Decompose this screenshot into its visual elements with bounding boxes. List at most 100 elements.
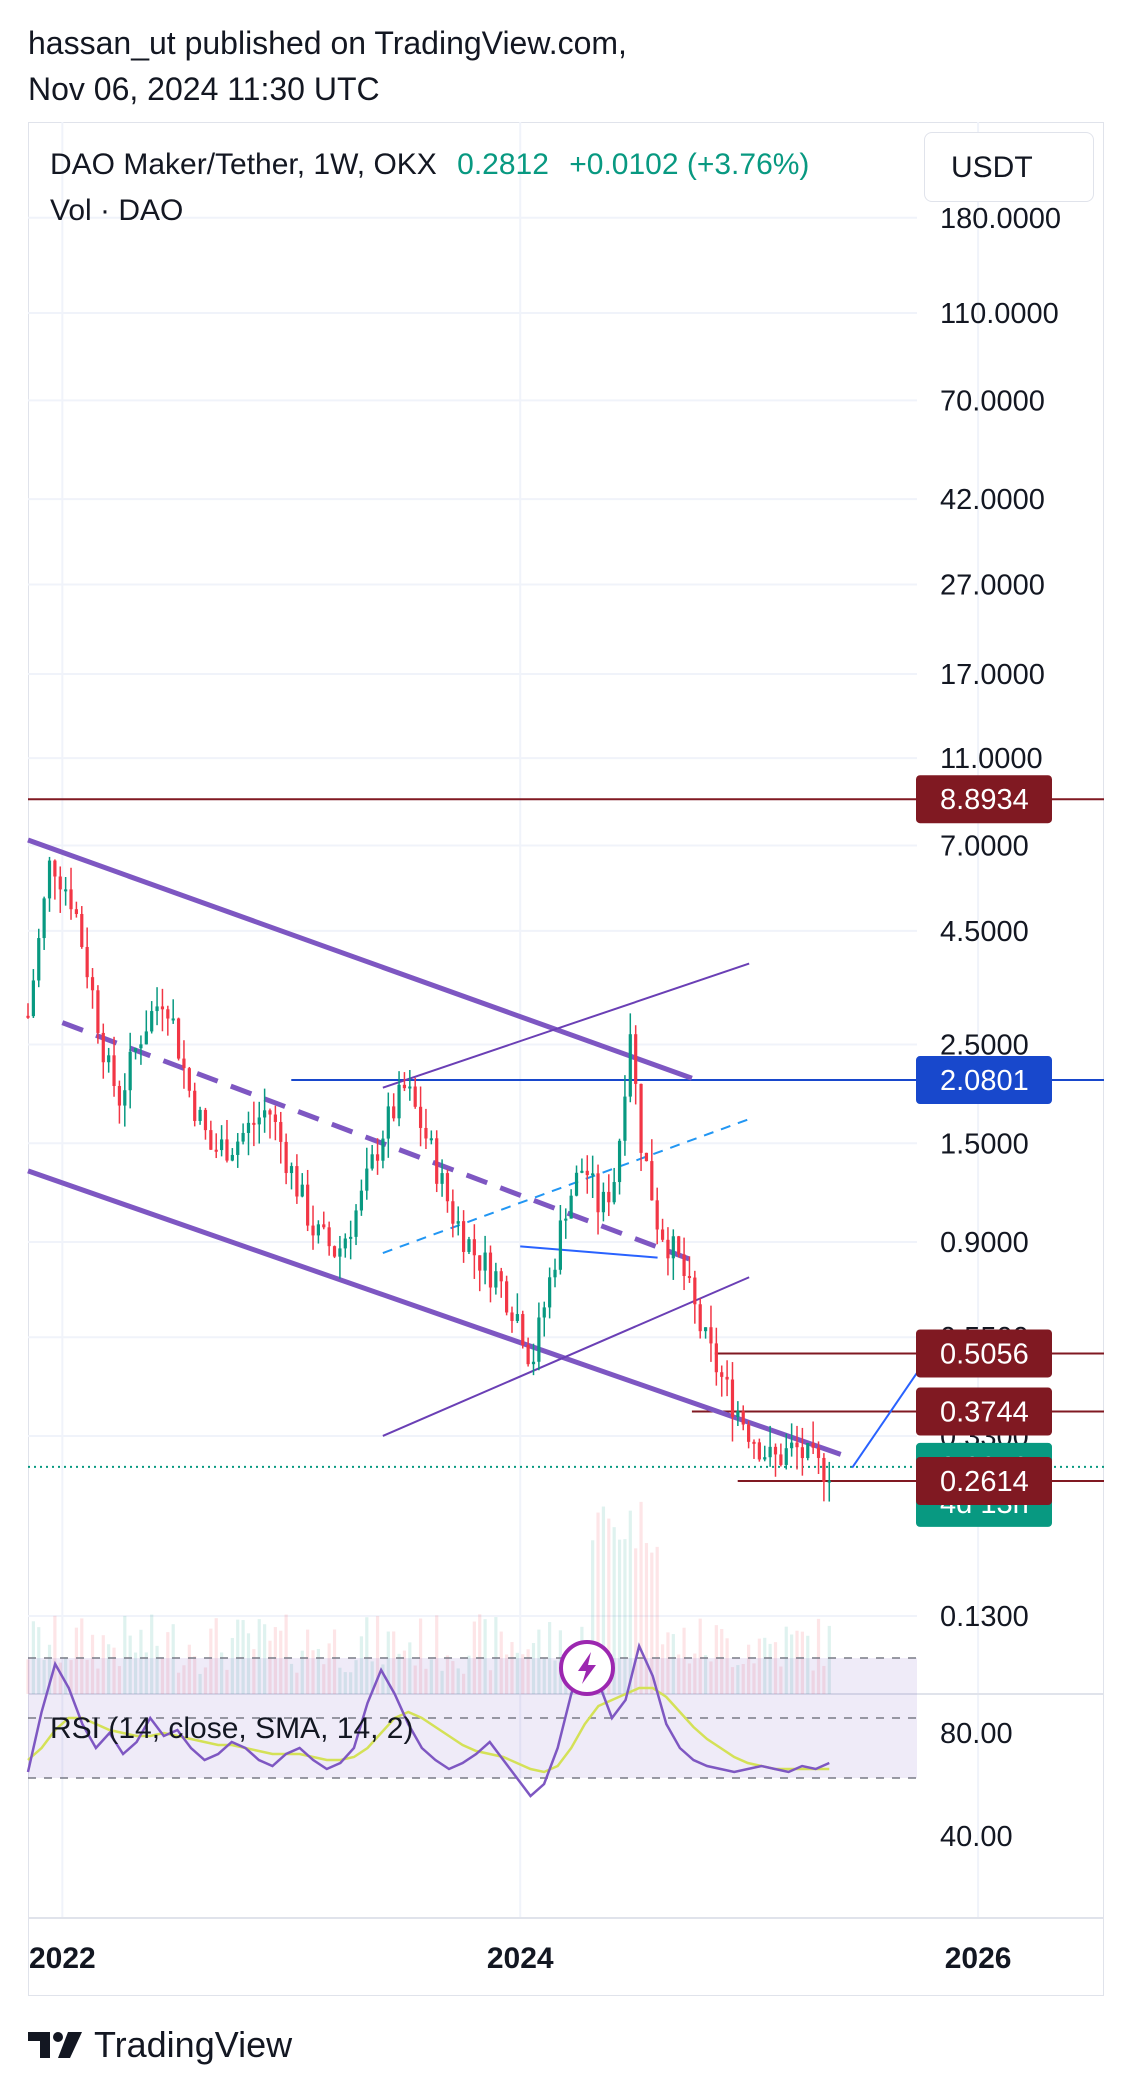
volume-bar <box>671 1634 675 1694</box>
candle-body <box>408 1086 412 1089</box>
candle-body <box>445 1173 450 1202</box>
volume-bar <box>499 1631 503 1694</box>
volume-bar <box>112 1647 116 1694</box>
volume-bar <box>150 1614 154 1694</box>
rising-channel-mid <box>382 1118 750 1254</box>
candle-body <box>128 1051 132 1091</box>
currency-button[interactable]: USDT <box>924 132 1094 202</box>
volume-bar <box>306 1629 310 1694</box>
volume-bar <box>252 1649 256 1694</box>
candle-body <box>779 1454 783 1465</box>
volume-bar <box>187 1644 191 1694</box>
volume-bar <box>69 1660 73 1694</box>
volume-bar <box>144 1652 148 1694</box>
chart-legend: DAO Maker/Tether, 1W, OKX 0.2812 +0.0102… <box>50 142 809 234</box>
candle-body <box>123 1090 127 1106</box>
publisher-line: hassan_ut published on TradingView.com, <box>28 25 627 61</box>
volume-bar <box>381 1664 385 1694</box>
volume-bar <box>139 1629 143 1694</box>
candle-body <box>655 1200 659 1230</box>
candle-body <box>338 1248 342 1257</box>
candle-body <box>483 1252 487 1271</box>
volume-bar <box>725 1638 729 1694</box>
candle-body <box>397 1084 401 1119</box>
volume-bar <box>284 1614 288 1694</box>
candle-body <box>284 1141 288 1174</box>
candle-body <box>601 1191 606 1213</box>
lightning-icon[interactable] <box>559 1640 615 1696</box>
candle-body <box>736 1411 740 1418</box>
volume-bar <box>64 1657 68 1694</box>
candle-body <box>101 1032 105 1063</box>
price-tick-label: 4.5000 <box>940 916 1029 948</box>
volume-legend[interactable]: Vol · DAO <box>50 194 184 227</box>
candle-body <box>698 1304 702 1332</box>
candle-body <box>505 1281 509 1313</box>
candle-body <box>273 1114 277 1122</box>
tradingview-logo[interactable]: TradingView <box>28 2024 292 2066</box>
candle-body <box>263 1110 267 1118</box>
volume-bar <box>709 1661 713 1694</box>
volume-bar <box>677 1654 681 1694</box>
candle-body <box>644 1152 649 1162</box>
candle-body <box>440 1173 444 1184</box>
candle-body <box>107 1055 111 1063</box>
volume-bar <box>133 1652 138 1694</box>
candle-body <box>203 1109 208 1131</box>
volume-bar <box>295 1672 299 1694</box>
candle-body <box>225 1139 229 1161</box>
symbol-name[interactable]: DAO Maker/Tether, 1W, OKX <box>50 148 437 181</box>
volume-bar <box>58 1662 62 1694</box>
candle-body <box>639 1083 643 1153</box>
candle-body <box>510 1312 514 1321</box>
candle-body <box>375 1154 380 1161</box>
volume-bar <box>763 1637 767 1694</box>
volume-bar <box>236 1619 240 1694</box>
volume-bar <box>806 1635 810 1694</box>
volume-bar <box>548 1622 552 1694</box>
volume-bar <box>246 1633 251 1694</box>
candle-body <box>553 1269 557 1278</box>
candle-body <box>64 889 68 892</box>
volume-bar <box>736 1665 740 1694</box>
volume-bar <box>553 1660 557 1694</box>
rsi-tick-label: 80.00 <box>940 1718 1013 1750</box>
price-tick-label: 70.0000 <box>940 385 1045 417</box>
volume-bar <box>472 1621 476 1694</box>
volume-bar <box>617 1539 622 1694</box>
volume-bar <box>596 1512 600 1694</box>
volume-bar <box>488 1670 493 1694</box>
volume-bar <box>790 1634 794 1694</box>
volume-bar <box>418 1618 423 1694</box>
candle-body <box>693 1277 697 1305</box>
candle-body <box>74 909 78 914</box>
volume-bar <box>74 1627 78 1694</box>
candle-body <box>80 913 84 947</box>
price-tick-label: 180.0000 <box>940 203 1061 235</box>
candle-body <box>90 977 95 991</box>
volume-bar <box>241 1620 245 1694</box>
volume-bar <box>687 1663 692 1694</box>
volume-bar <box>26 1659 30 1694</box>
volume-bar <box>85 1659 89 1694</box>
volume-bar <box>123 1615 127 1694</box>
candle-body <box>521 1314 525 1346</box>
candle-body <box>768 1446 772 1458</box>
candle-body <box>381 1138 385 1161</box>
volume-bar <box>800 1631 804 1694</box>
candle-body <box>515 1314 519 1321</box>
candle-body <box>607 1191 611 1203</box>
volume-bar <box>80 1618 84 1694</box>
volume-bar <box>182 1665 186 1694</box>
rsi-legend[interactable]: RSI (14, close, SMA, 14, 2) <box>50 1712 414 1745</box>
candle-body <box>370 1154 374 1169</box>
channel-upper-line <box>27 837 693 1081</box>
volume-bar <box>591 1540 595 1694</box>
volume-bar <box>327 1643 331 1694</box>
candle-body <box>268 1110 272 1115</box>
price-tag <box>916 775 1052 824</box>
volume-bar <box>451 1661 455 1694</box>
volume-bar <box>445 1655 450 1694</box>
